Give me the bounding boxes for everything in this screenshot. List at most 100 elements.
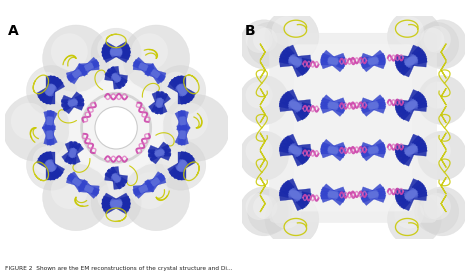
Polygon shape	[288, 144, 302, 156]
Polygon shape	[404, 54, 418, 68]
Polygon shape	[44, 159, 57, 172]
Polygon shape	[397, 47, 425, 76]
Circle shape	[97, 35, 125, 62]
Polygon shape	[68, 99, 78, 107]
Polygon shape	[171, 152, 192, 180]
Polygon shape	[169, 77, 194, 103]
Polygon shape	[360, 142, 386, 158]
Circle shape	[171, 103, 208, 140]
Polygon shape	[168, 79, 196, 101]
Polygon shape	[289, 54, 302, 68]
Circle shape	[246, 82, 273, 109]
Polygon shape	[327, 189, 339, 200]
Polygon shape	[321, 146, 346, 154]
Polygon shape	[179, 117, 186, 125]
Polygon shape	[101, 44, 131, 60]
Polygon shape	[280, 183, 311, 206]
Polygon shape	[174, 151, 190, 180]
Polygon shape	[79, 185, 99, 193]
Polygon shape	[328, 146, 338, 154]
Polygon shape	[328, 146, 338, 154]
Polygon shape	[178, 152, 186, 180]
Polygon shape	[401, 134, 421, 166]
Polygon shape	[288, 188, 302, 202]
Polygon shape	[361, 191, 385, 199]
Polygon shape	[109, 198, 123, 209]
Circle shape	[424, 193, 451, 220]
Circle shape	[91, 28, 141, 78]
Polygon shape	[72, 69, 82, 79]
Polygon shape	[395, 188, 427, 201]
Polygon shape	[112, 72, 120, 83]
Circle shape	[387, 192, 441, 246]
Polygon shape	[395, 98, 427, 113]
Circle shape	[239, 131, 289, 180]
Polygon shape	[148, 145, 171, 160]
Polygon shape	[320, 142, 346, 158]
Polygon shape	[102, 48, 130, 56]
Polygon shape	[152, 91, 167, 115]
Ellipse shape	[44, 55, 189, 200]
Polygon shape	[45, 125, 55, 145]
Polygon shape	[67, 147, 78, 158]
Polygon shape	[404, 99, 418, 112]
Polygon shape	[179, 131, 186, 139]
Polygon shape	[133, 59, 154, 74]
Polygon shape	[40, 76, 61, 104]
Circle shape	[162, 72, 190, 99]
Polygon shape	[405, 191, 418, 199]
Polygon shape	[38, 153, 64, 178]
Polygon shape	[282, 135, 309, 165]
Polygon shape	[44, 84, 57, 96]
Polygon shape	[361, 139, 385, 161]
Polygon shape	[279, 53, 311, 69]
Polygon shape	[327, 56, 339, 66]
Polygon shape	[38, 77, 64, 103]
Polygon shape	[63, 92, 82, 114]
Circle shape	[11, 103, 47, 140]
Circle shape	[247, 22, 292, 66]
Circle shape	[265, 192, 319, 246]
Polygon shape	[148, 93, 171, 112]
Polygon shape	[133, 63, 154, 71]
Polygon shape	[46, 117, 53, 125]
Polygon shape	[145, 65, 165, 83]
Polygon shape	[279, 143, 311, 158]
Polygon shape	[367, 56, 379, 66]
Circle shape	[162, 146, 190, 174]
Polygon shape	[44, 110, 55, 131]
Polygon shape	[288, 99, 302, 112]
Circle shape	[246, 193, 273, 220]
Polygon shape	[110, 199, 122, 208]
Circle shape	[239, 187, 289, 236]
Polygon shape	[72, 177, 82, 187]
Circle shape	[131, 33, 168, 70]
Polygon shape	[46, 160, 55, 172]
Polygon shape	[404, 144, 418, 156]
Polygon shape	[282, 47, 309, 76]
Polygon shape	[169, 153, 194, 178]
Polygon shape	[134, 57, 153, 76]
Polygon shape	[361, 184, 385, 206]
Polygon shape	[360, 98, 386, 113]
Polygon shape	[105, 73, 128, 83]
Circle shape	[33, 146, 60, 174]
Polygon shape	[139, 63, 148, 71]
Polygon shape	[360, 187, 386, 203]
Polygon shape	[101, 196, 131, 211]
Polygon shape	[279, 144, 311, 156]
Polygon shape	[147, 172, 164, 192]
Polygon shape	[155, 98, 164, 108]
Polygon shape	[102, 42, 130, 63]
Polygon shape	[43, 151, 58, 180]
Polygon shape	[84, 185, 93, 193]
Polygon shape	[102, 193, 130, 214]
Polygon shape	[368, 57, 379, 65]
Polygon shape	[404, 187, 418, 202]
Polygon shape	[289, 57, 301, 65]
Circle shape	[415, 189, 459, 233]
Polygon shape	[64, 141, 81, 165]
Polygon shape	[45, 159, 56, 172]
Polygon shape	[368, 191, 379, 199]
Circle shape	[418, 187, 467, 236]
